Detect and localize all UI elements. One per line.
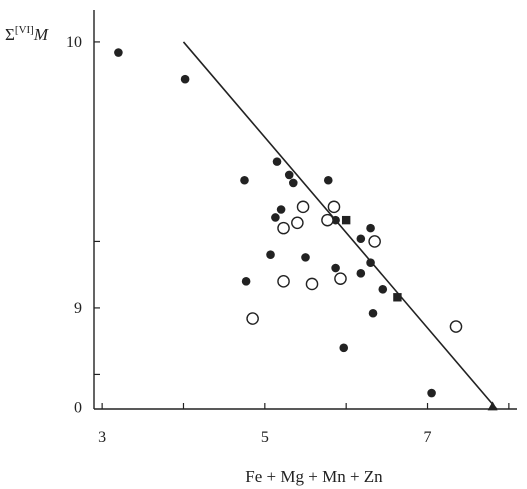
filled-circle-point bbox=[356, 234, 366, 244]
filled-circle-point bbox=[339, 343, 349, 353]
filled-circle-point bbox=[366, 258, 375, 268]
filled-circle-point bbox=[240, 175, 249, 185]
filled-circle-point bbox=[331, 263, 340, 273]
open-circle-point bbox=[449, 320, 463, 333]
open-circle-point bbox=[291, 216, 304, 230]
fit-line-group bbox=[182, 41, 498, 410]
x-tick-label: 3 bbox=[98, 429, 106, 446]
y-axis-title: Σ[VI]M bbox=[5, 24, 49, 44]
filled-circle-point bbox=[356, 269, 366, 278]
open-circle-point bbox=[321, 213, 334, 227]
filled-circle-point bbox=[366, 223, 375, 233]
filled-circle-point bbox=[271, 213, 280, 222]
filled-circle-point bbox=[266, 250, 275, 260]
fit-line bbox=[182, 41, 498, 410]
open-circle-point bbox=[334, 272, 347, 285]
filled-circle-point bbox=[301, 253, 310, 262]
filled-circle-point bbox=[368, 308, 378, 318]
open-circle-point bbox=[305, 277, 319, 291]
filled-circle-point bbox=[272, 157, 282, 166]
data-points bbox=[114, 48, 498, 411]
x-axis-title: Fe + Mg + Mn + Zn bbox=[245, 467, 383, 486]
open-circle-point bbox=[246, 312, 259, 325]
filled-circle-point bbox=[284, 170, 294, 180]
filled-circle-point bbox=[331, 215, 340, 225]
filled-circle-point bbox=[276, 205, 286, 214]
filled-circle-point bbox=[288, 178, 298, 188]
filled-triangle-point bbox=[487, 401, 498, 411]
axes: 3 5 7 0 9 10 bbox=[66, 10, 517, 446]
filled-square-point bbox=[393, 293, 402, 302]
filled-circle-point bbox=[323, 175, 333, 185]
y-axis-title-base: Σ bbox=[5, 25, 15, 44]
y-tick-label: 10 bbox=[66, 34, 82, 51]
filled-square-point bbox=[341, 215, 351, 225]
y-axis-title-sup: [VI] bbox=[15, 24, 34, 36]
open-circle-point bbox=[327, 200, 341, 214]
filled-circle-point bbox=[427, 388, 436, 398]
open-circle-point bbox=[368, 235, 381, 248]
filled-circle-point bbox=[114, 48, 123, 57]
x-tick-label: 5 bbox=[261, 429, 269, 446]
open-circle-point bbox=[277, 221, 290, 235]
x-tick-label: 7 bbox=[424, 429, 432, 446]
filled-circle-point bbox=[241, 277, 251, 286]
y-axis-title-var: M bbox=[33, 25, 49, 44]
open-circle-point bbox=[296, 200, 310, 214]
svg-text:Σ[VI]M: Σ[VI]M bbox=[5, 24, 49, 44]
y-tick-label: 0 bbox=[74, 400, 82, 417]
filled-circle-point bbox=[378, 285, 388, 294]
open-circle-point bbox=[277, 275, 290, 288]
y-tick-label: 9 bbox=[74, 300, 82, 317]
filled-circle-point bbox=[180, 74, 190, 84]
